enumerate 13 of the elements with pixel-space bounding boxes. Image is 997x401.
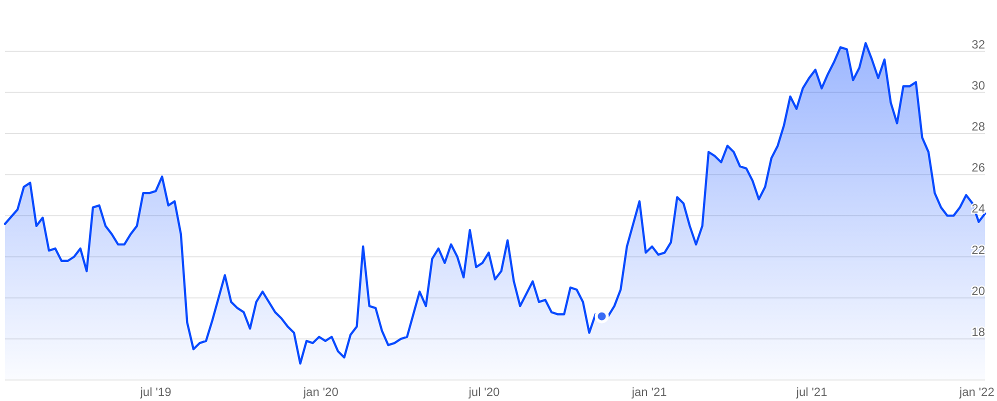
y-tick-label: 30 xyxy=(972,78,986,92)
x-tick-label: jul '20 xyxy=(468,385,500,399)
x-tick-label: jan '20 xyxy=(302,385,339,399)
y-tick-label: 22 xyxy=(972,242,986,257)
x-tick-label: jul '21 xyxy=(795,385,828,399)
x-tick-label: jan '22 xyxy=(958,385,995,399)
y-tick-label: 32 xyxy=(972,37,986,52)
y-tick-label: 18 xyxy=(972,324,986,339)
y-tick-label: 26 xyxy=(972,160,986,175)
y-tick-label: 20 xyxy=(972,284,986,298)
x-tick-label: jul '19 xyxy=(139,385,172,399)
x-tick-label: jan '21 xyxy=(630,385,668,399)
y-tick-label: 28 xyxy=(972,120,986,134)
